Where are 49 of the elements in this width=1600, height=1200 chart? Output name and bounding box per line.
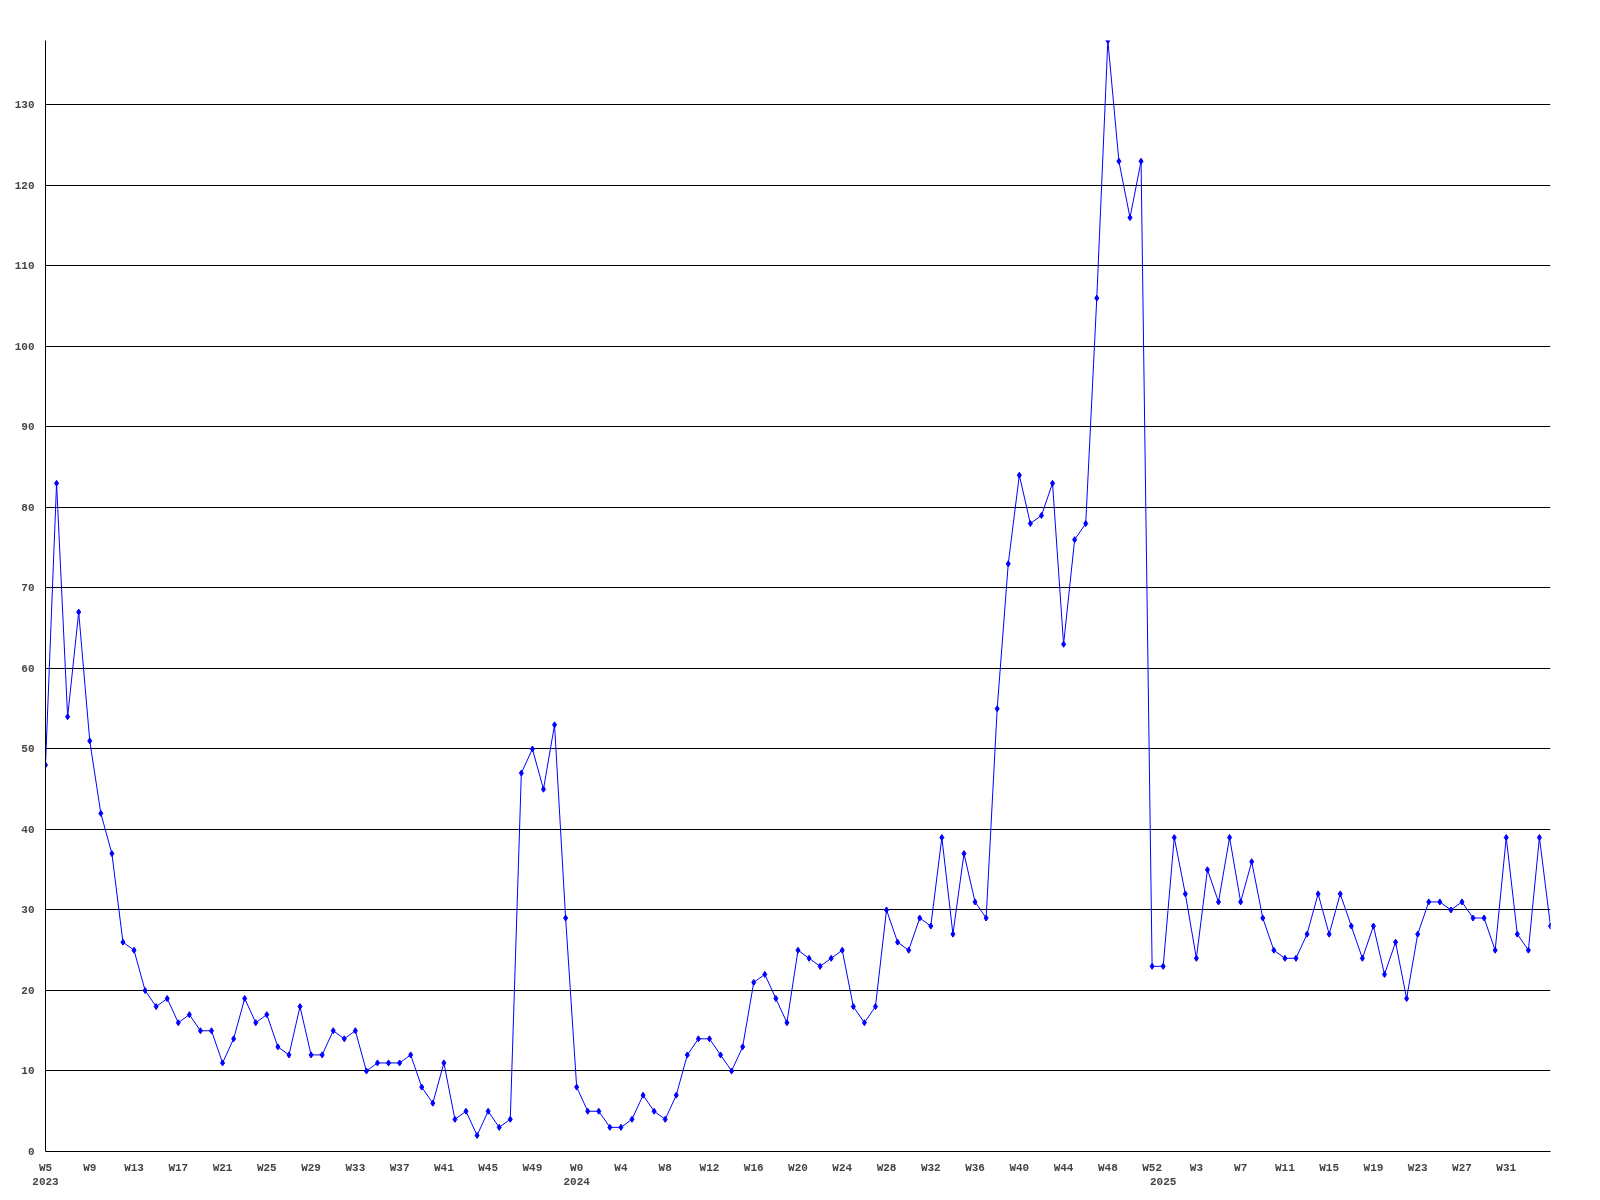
y-tick-label: 50	[21, 743, 35, 756]
x-tick-label: W9	[83, 1161, 97, 1174]
y-tick-label: 60	[21, 662, 35, 675]
x-tick-label: W24	[832, 1161, 853, 1174]
y-tick-label: 70	[21, 582, 35, 595]
y-tick-label: 30	[21, 904, 35, 917]
x-tick-label: W16	[743, 1161, 764, 1174]
y-tick-label: 100	[14, 340, 35, 353]
x-tick-label: W11	[1275, 1161, 1296, 1174]
x-tick-label: W29	[301, 1161, 321, 1174]
x-tick-label: W3	[1189, 1161, 1204, 1174]
x-tick-label: W49	[522, 1161, 543, 1174]
x-tick-label: W28	[876, 1161, 897, 1174]
x-tick-label: W5 2023	[32, 1161, 60, 1188]
x-tick-label: W40	[1009, 1161, 1030, 1174]
y-tick-label: 40	[21, 823, 35, 836]
y-tick-label: 90	[21, 421, 35, 434]
x-tick-label: W17	[168, 1161, 189, 1174]
y-tick-label: 120	[14, 179, 35, 192]
x-tick-label: W12	[699, 1161, 720, 1174]
y-tick-label: 0	[27, 1146, 35, 1158]
x-tick-label: W25	[256, 1161, 278, 1174]
x-tick-label: W23	[1407, 1161, 1429, 1174]
y-tick-label: 130	[14, 99, 35, 112]
x-tick-label: W48	[1097, 1161, 1119, 1174]
x-tick-label: W21	[212, 1161, 233, 1174]
x-tick-label: W33	[345, 1161, 366, 1174]
x-tick-label: W37	[389, 1161, 410, 1174]
x-tick-label: W19	[1363, 1161, 1384, 1174]
y-tick-label: 80	[21, 501, 35, 514]
x-tick-label: W45	[478, 1161, 499, 1174]
x-tick-label: W0 2024	[563, 1161, 591, 1188]
x-tick-label: 2025	[1149, 1175, 1177, 1188]
y-tick-label: 10	[21, 1065, 35, 1078]
x-tick-label: W7	[1234, 1161, 1248, 1174]
y-tick-label: 20	[21, 984, 35, 997]
x-tick-label: W32	[920, 1161, 941, 1174]
x-tick-label: W8	[658, 1161, 673, 1174]
x-tick-label: W36	[965, 1161, 985, 1174]
x-tick-label: W4	[614, 1161, 628, 1174]
x-tick-label: W15	[1319, 1161, 1340, 1174]
x-tick-label: W41	[433, 1161, 455, 1174]
x-tick-label: W13	[124, 1161, 145, 1174]
x-tick-label: W52	[1142, 1161, 1163, 1174]
y-tick-label: 110	[14, 260, 35, 273]
x-tick-label: W31	[1496, 1161, 1517, 1174]
x-tick-label: W44	[1053, 1161, 1074, 1174]
x-tick-label: W20	[788, 1161, 808, 1174]
x-tick-label: W27	[1452, 1161, 1472, 1174]
